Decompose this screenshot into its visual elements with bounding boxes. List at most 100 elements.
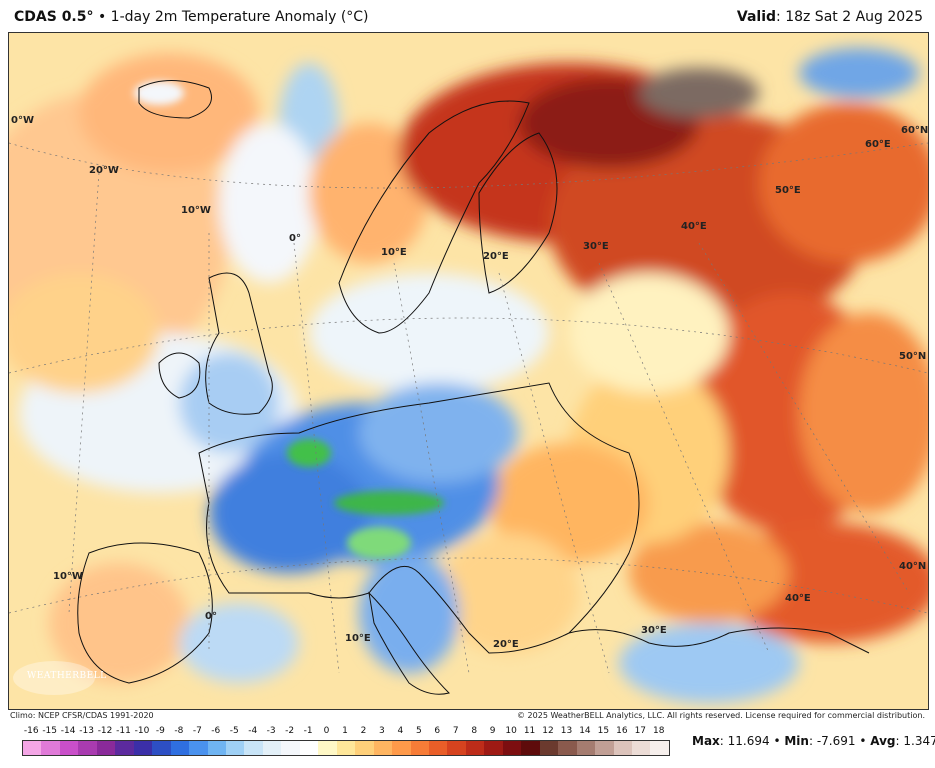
max-label: Max	[692, 734, 720, 748]
colorbar-swatch	[447, 741, 466, 755]
colorbar-label: -2	[285, 726, 295, 736]
weatherbell-logo: WEATHERBELL	[13, 661, 106, 695]
colorbar-swatch	[225, 741, 245, 755]
max-value: : 11.694	[719, 734, 770, 748]
colorbar-swatch	[410, 741, 429, 755]
grid-label: 40°N	[899, 561, 927, 572]
colorbar-label: 6	[434, 726, 441, 736]
climo-note: Climo: NCEP CFSR/CDAS 1991-2020	[10, 711, 154, 720]
colorbar-label: 3	[379, 726, 385, 736]
colorbar-swatch	[631, 741, 651, 755]
colorbar-swatch	[189, 741, 208, 755]
colorbar-label: 8	[471, 726, 478, 736]
grid-label: 40°E	[681, 221, 707, 232]
colorbar-swatch	[262, 741, 282, 755]
colorbar-label: -11	[116, 726, 131, 736]
colorbar-label: 13	[560, 726, 573, 736]
colorbar-label: -16	[23, 726, 39, 736]
colorbar-label: 12	[542, 726, 554, 736]
colorbar-swatch	[170, 741, 190, 755]
grid-label: 40°E	[785, 593, 811, 604]
copyright-note: © 2025 WeatherBELL Analytics, LLC. All r…	[517, 711, 925, 720]
colorbar-swatch	[595, 741, 614, 755]
graticule	[9, 142, 928, 674]
grid-label: 10°W	[53, 571, 83, 582]
colorbar-swatch	[299, 741, 319, 755]
colorbar-label: 14	[579, 726, 591, 736]
colorbar-swatch	[373, 741, 393, 755]
grid-label: 50°N	[899, 351, 927, 362]
colorbar-swatch	[281, 741, 300, 755]
colorbar-swatch	[41, 741, 60, 755]
colorbar-label: 5	[415, 726, 422, 736]
avg-label: Avg	[870, 734, 896, 748]
colorbar-label: 9	[489, 726, 496, 736]
colorbar-swatch	[502, 741, 522, 755]
product-name: 1-day 2m Temperature Anomaly (°C)	[110, 9, 369, 25]
grid-label: 10°E	[381, 247, 407, 258]
valid-value: : 18z Sat 2 Aug 2025	[776, 9, 923, 25]
anomaly-map: 0°W 20°W 10°W 0° 10°E 20°E 30°E 40°E 50°…	[8, 32, 929, 710]
anomaly-field	[9, 48, 928, 703]
grid-label: 10°W	[181, 205, 211, 216]
colorbar-swatch	[484, 741, 503, 755]
min-label: Min	[784, 734, 809, 748]
colorbar-label: -4	[248, 726, 258, 736]
colorbar-swatch	[355, 741, 374, 755]
colorbar-label: -15	[42, 726, 58, 736]
valid-label: Valid	[736, 9, 777, 25]
colorbar-label: -3	[266, 726, 276, 736]
stats-sep: •	[769, 734, 785, 748]
colorbar-label: 1	[342, 726, 348, 736]
colorbar-label: 0	[323, 726, 330, 736]
colorbar-label: 2	[360, 726, 367, 736]
colorbar-swatch	[558, 741, 577, 755]
colorbar-label: 7	[452, 726, 459, 736]
colorbar-swatch	[576, 741, 596, 755]
colorbar-swatch	[115, 741, 134, 755]
colorbar-swatch	[244, 741, 263, 755]
colorbar-swatch	[521, 741, 540, 755]
valid-time: Valid: 18z Sat 2 Aug 2025	[737, 9, 923, 25]
colorbar-swatch	[613, 741, 632, 755]
colorbar-swatch	[318, 741, 337, 755]
colorbar-swatch	[78, 741, 97, 755]
grid-label: 60°N	[901, 125, 929, 136]
colorbar-swatch	[465, 741, 485, 755]
colorbar-swatch	[650, 741, 669, 755]
colorbar-swatches	[22, 740, 670, 756]
grid-label: 60°E	[865, 139, 891, 150]
colorbar-label: 17	[634, 726, 647, 736]
colorbar-swatch	[133, 741, 153, 755]
grid-label: 20°W	[89, 165, 119, 176]
grid-label: 0°W	[11, 115, 34, 126]
colorbar-label: -5	[229, 726, 239, 736]
coastlines	[77, 80, 870, 695]
grid-label: 30°E	[583, 241, 609, 252]
colorbar-label: -8	[174, 726, 184, 736]
colorbar-label: -12	[97, 726, 113, 736]
colorbar-swatch	[392, 741, 411, 755]
colorbar-swatch	[336, 741, 356, 755]
stats-sep: •	[855, 734, 871, 748]
logo-text: WEATHERBELL	[27, 671, 107, 681]
colorbar-swatch	[152, 741, 171, 755]
colorbar-swatch	[96, 741, 116, 755]
colorbar-label: -6	[211, 726, 221, 736]
colorbar-label: -1	[303, 726, 313, 736]
colorbar-label: 11	[523, 726, 536, 736]
colorbar-label: 16	[616, 726, 628, 736]
grid-label: 20°E	[493, 639, 519, 650]
colorbar-labels: -16 -15 -14 -13 -12 -11 -10 -9 -8 -7 -6 -5 -4 -3 -2 -1 0…	[22, 726, 668, 740]
header: CDAS 0.5° • 1-day 2m Temperature Anomaly…	[0, 0, 935, 32]
colorbar-label: 18	[653, 726, 665, 736]
colorbar-label: -10	[134, 726, 150, 736]
grid-label: 0°	[205, 611, 217, 622]
map-canvas	[9, 33, 928, 709]
colorbar: -16 -15 -14 -13 -12 -11 -10 -9 -8 -7 -6 -5 -4 -3 -2 -1 0…	[22, 726, 670, 756]
title-separator: •	[97, 9, 107, 25]
anomaly-cores	[134, 81, 444, 559]
colorbar-label: 15	[597, 726, 610, 736]
colorbar-swatch	[428, 741, 448, 755]
colorbar-swatch	[59, 741, 79, 755]
